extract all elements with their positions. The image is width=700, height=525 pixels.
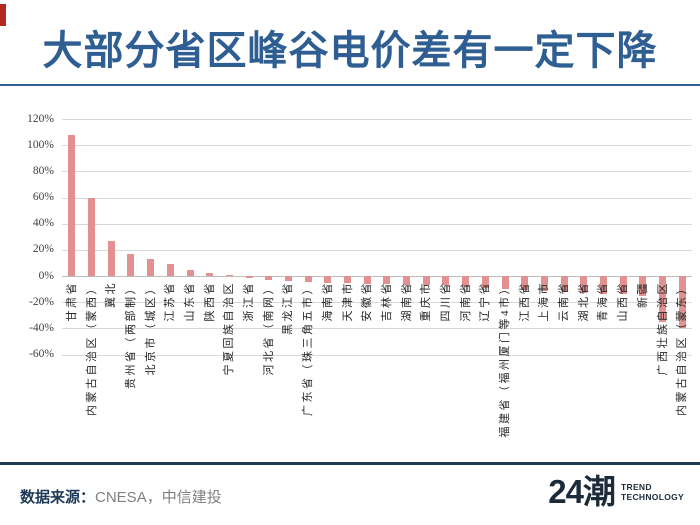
bar-chart: 120% 100% 80% 60% 40% 20% 0% -20% -40% -60% 甘肃省 内蒙古… xyxy=(27,112,692,438)
data-source: 数据来源：CNESA，中信建投 xyxy=(20,486,222,507)
x-category-label: 海南省 xyxy=(321,281,334,322)
bar xyxy=(462,276,470,288)
x-category-label: 吉林省 xyxy=(380,281,393,322)
bar xyxy=(68,134,76,276)
y-axis-tick-label: 40% xyxy=(32,217,54,230)
x-category-label: 湖北省 xyxy=(577,281,590,322)
y-axis-tick-label: 20% xyxy=(32,243,54,256)
x-category-label: 福建省（福州厦门等4市） xyxy=(499,281,511,438)
bar xyxy=(659,276,666,322)
y-axis-tick-label: -60% xyxy=(29,348,54,360)
bar xyxy=(284,276,292,282)
x-category-label: 湖南省 xyxy=(400,281,413,322)
bar xyxy=(678,276,686,329)
bar xyxy=(107,240,115,276)
bar xyxy=(599,276,607,294)
gridline xyxy=(62,328,692,330)
x-category-label: 河南省 xyxy=(459,281,472,322)
brand-logo: 24潮 TREND TECHNOLOGY xyxy=(548,474,684,510)
x-category-label: 云南省 xyxy=(558,281,570,322)
y-axis-tick-label: 0% xyxy=(38,269,54,282)
x-category-label: 陕西省 xyxy=(203,281,216,322)
bar xyxy=(127,253,135,276)
bar xyxy=(206,273,214,276)
gridline xyxy=(62,171,692,173)
x-category-label: 内蒙古自治区（蒙西） xyxy=(85,281,98,416)
bar xyxy=(363,276,371,284)
x-category-label: 天津市 xyxy=(341,281,354,322)
x-category-label: 四川省 xyxy=(439,281,452,322)
data-source-label: 数据来源： xyxy=(20,489,96,506)
logo-subtext-line1: TREND xyxy=(621,481,652,492)
logo-subtext: TREND TECHNOLOGY xyxy=(621,482,684,502)
gridline xyxy=(62,354,692,356)
bar xyxy=(265,276,273,280)
gridline xyxy=(62,249,692,251)
x-category-label: 江西省 xyxy=(518,281,531,322)
x-category-label: 甘肃省 xyxy=(65,281,78,322)
bar xyxy=(442,276,450,286)
bar xyxy=(344,276,351,283)
x-category-label: 上海市 xyxy=(538,281,551,322)
x-category-label: 浙江省 xyxy=(243,281,255,322)
bar xyxy=(639,276,647,297)
y-axis-tick-label: -20% xyxy=(29,295,54,308)
bar xyxy=(383,276,391,284)
gridline xyxy=(62,223,692,225)
x-category-label: 新疆 xyxy=(636,281,649,308)
bar xyxy=(540,276,548,291)
x-category-label: 江苏省 xyxy=(164,281,177,322)
bar xyxy=(501,276,509,290)
title-divider xyxy=(0,84,700,86)
gridline xyxy=(62,302,692,304)
x-category-label: 安徽省 xyxy=(361,281,374,322)
x-category-label: 广西壮族自治区 xyxy=(656,281,669,376)
zero-axis-line xyxy=(62,276,692,277)
y-axis-tick-label: 120% xyxy=(27,112,54,125)
logo-subtext-line2: TECHNOLOGY xyxy=(621,492,684,502)
data-source-value: CNESA，中信建投 xyxy=(95,489,222,506)
bar xyxy=(166,264,174,276)
x-category-label: 贵州省（两部制） xyxy=(124,281,137,389)
gridline xyxy=(62,119,692,120)
x-category-label: 重庆市 xyxy=(420,281,433,322)
bar xyxy=(422,276,430,286)
x-category-label: 辽宁省 xyxy=(479,281,492,322)
bar xyxy=(521,276,529,291)
x-category-label: 北京市（城区） xyxy=(144,281,157,376)
y-axis-tick-label: 80% xyxy=(32,164,54,177)
bar xyxy=(225,275,233,276)
page-title: 大部分省区峰谷电价差有一定下降 xyxy=(42,29,658,73)
gridline xyxy=(62,197,692,199)
y-axis-tick-label: -40% xyxy=(29,321,54,334)
x-category-label: 河北省（南网） xyxy=(262,281,275,376)
x-category-label: 山东省 xyxy=(184,281,196,322)
x-category-label: 宁夏回族自治区 xyxy=(223,281,236,376)
bar xyxy=(403,276,410,285)
footer-divider xyxy=(0,462,700,465)
bar xyxy=(147,259,155,276)
bar xyxy=(324,276,332,283)
logo-wordmark: 24潮 xyxy=(548,473,616,510)
corner-accent-mark xyxy=(0,4,6,26)
bar xyxy=(580,276,588,293)
bar xyxy=(245,276,253,278)
x-category-label: 广东省（珠三角五市） xyxy=(302,281,315,416)
x-category-label: 冀北 xyxy=(105,281,118,308)
gridline xyxy=(62,145,692,147)
bar xyxy=(481,276,489,288)
x-category-label: 青海省 xyxy=(597,281,610,322)
x-category-label: 内蒙古自治区（蒙东） xyxy=(676,281,689,416)
bar xyxy=(186,269,194,276)
bar xyxy=(560,276,568,292)
x-category-label: 黑龙江省 xyxy=(282,281,295,335)
y-axis-tick-label: 100% xyxy=(27,138,54,151)
bar xyxy=(88,197,95,276)
x-category-label: 山西省 xyxy=(617,281,630,322)
y-axis-tick-label: 60% xyxy=(32,191,54,203)
bar xyxy=(619,276,627,295)
bar xyxy=(304,276,312,282)
